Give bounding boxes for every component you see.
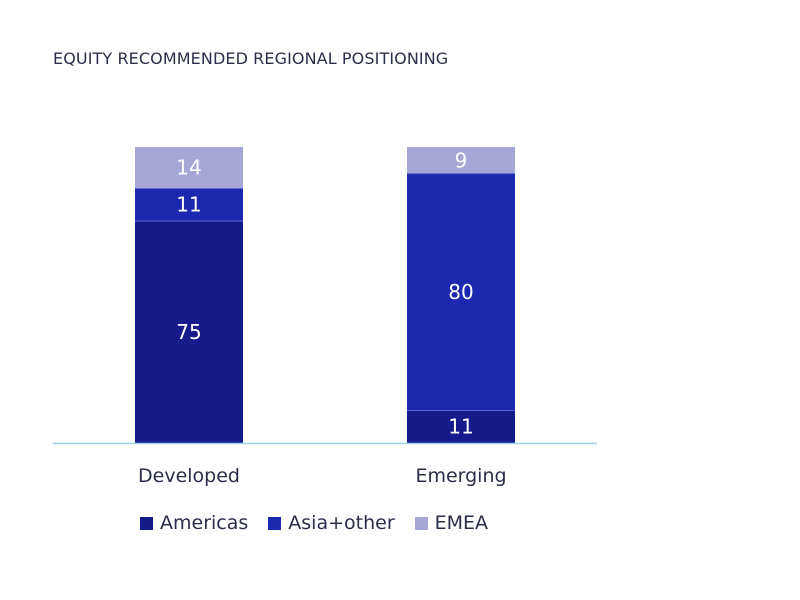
bar-segment-emerging-asia-other [407, 173, 515, 411]
data-label-developed-asia-other: 11 [176, 193, 201, 217]
legend-item-americas: Americas [140, 512, 248, 534]
legend-label-emea: EMEA [434, 512, 489, 534]
legend-label-americas: Americas [160, 512, 249, 534]
data-label-emerging-asia-other: 80 [448, 280, 473, 304]
bar-segment-emerging-emea [407, 147, 515, 174]
legend-swatch-asia-other [268, 516, 282, 530]
data-label-emerging-americas: 11 [448, 415, 473, 439]
bar-segment-developed-asia-other [135, 188, 243, 221]
legend-item-asia-other: Asia+other [268, 512, 395, 534]
chart-title: EQUITY RECOMMENDED REGIONAL POSITIONING [53, 49, 449, 68]
legend-swatch-emea [414, 516, 428, 530]
data-label-developed-emea: 14 [176, 156, 201, 180]
bar-segment-developed-americas [135, 221, 243, 443]
category-label-emerging: Emerging [415, 465, 506, 487]
category-label-developed: Developed [138, 465, 240, 487]
bar-segment-emerging-americas [407, 410, 515, 443]
legend-swatch-americas [140, 516, 153, 530]
legend-label-asia-other: Asia+other [288, 512, 395, 534]
chart-legend: Americas Asia+other EMEA [140, 512, 508, 534]
bar-segment-developed-emea [135, 147, 243, 189]
data-label-emerging-emea: 9 [455, 148, 468, 172]
data-label-developed-americas: 75 [176, 320, 201, 344]
legend-item-emea: EMEA [414, 512, 489, 534]
